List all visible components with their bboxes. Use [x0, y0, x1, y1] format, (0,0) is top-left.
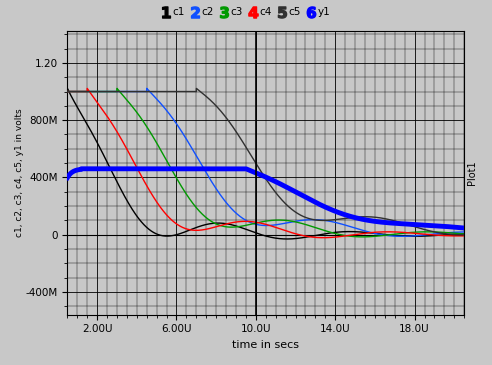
Y-axis label: c1, c2, c3, c4, c5, y1 in volts: c1, c2, c3, c4, c5, y1 in volts [15, 109, 24, 237]
Legend: c1, c2, c3, c4, c5, y1: c1, c2, c3, c4, c5, y1 [160, 5, 332, 19]
Y-axis label: Plot1: Plot1 [467, 161, 477, 185]
X-axis label: time in secs: time in secs [232, 340, 299, 350]
